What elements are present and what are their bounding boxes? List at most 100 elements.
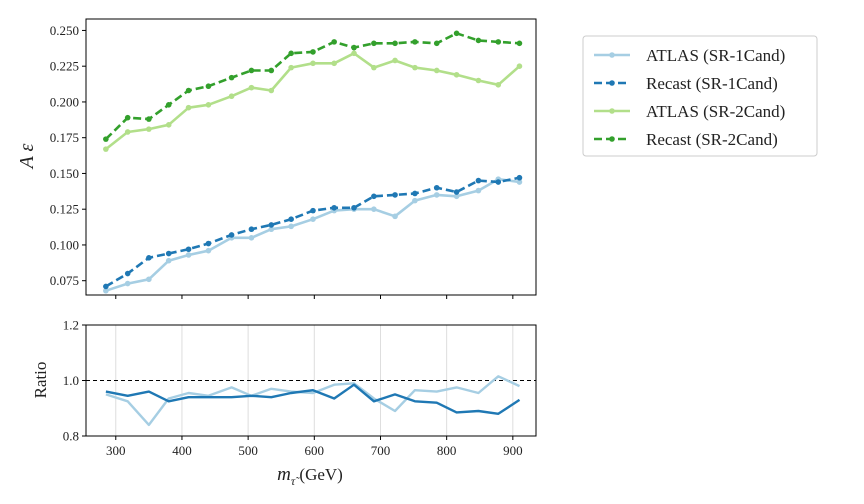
data-point [371, 206, 377, 212]
legend-label: Recast (SR-1Cand) [646, 74, 778, 93]
y-tick-label: 0.100 [50, 237, 79, 252]
x-tick-label: 600 [305, 443, 325, 458]
data-point [185, 252, 192, 258]
series-line-atlas-sr-2cand [105, 51, 521, 151]
data-point [495, 179, 502, 185]
data-point [124, 114, 131, 121]
axes-frame [85, 18, 537, 296]
data-point [185, 246, 192, 253]
legend-marker [609, 80, 615, 86]
data-point [412, 190, 418, 197]
data-point [268, 226, 275, 233]
data-point [433, 67, 440, 74]
data-point [516, 40, 523, 47]
data-point [288, 50, 294, 57]
data-point [124, 270, 131, 277]
data-point [351, 204, 357, 211]
data-point [205, 102, 212, 108]
legend-label: ATLAS (SR-2Cand) [646, 102, 785, 121]
main-ylabel: A ε [16, 144, 38, 171]
data-point [371, 40, 377, 47]
data-point [516, 174, 523, 181]
data-point [516, 179, 523, 185]
y-tick-label: 0.150 [50, 166, 79, 181]
legend-label: ATLAS (SR-1Cand) [646, 46, 785, 65]
data-point [103, 146, 109, 152]
data-point [331, 204, 337, 211]
data-point [146, 255, 152, 261]
data-point [146, 126, 152, 132]
xlabel: mτ̃ (GeV) [277, 464, 343, 488]
y-tick-label: 1.2 [63, 318, 79, 333]
ratio-panel: 300 400 500 600 700 800 900 0.8 1.0 1.2 [63, 318, 537, 458]
data-point [516, 63, 523, 69]
data-point [103, 283, 109, 290]
series-line-ratio-1 [105, 383, 521, 415]
x-tick-label: 300 [106, 443, 126, 458]
data-point [475, 37, 482, 44]
x-tick-label: 700 [371, 443, 391, 458]
data-point [288, 64, 294, 71]
y-tick-label: 0.075 [50, 273, 79, 288]
data-point [453, 30, 460, 37]
data-point [412, 197, 418, 204]
data-point [310, 60, 316, 67]
data-point [248, 84, 255, 91]
data-point [103, 287, 109, 294]
x-tick-label: 900 [503, 443, 523, 458]
data-point [310, 207, 316, 214]
x-tick-label: 400 [172, 443, 192, 458]
data-point [185, 87, 192, 94]
data-point [146, 276, 152, 283]
y-tick-label: 0.175 [50, 130, 79, 145]
data-point [228, 93, 235, 100]
data-point [228, 232, 235, 238]
x-tick-label: 800 [437, 443, 457, 458]
data-point [248, 226, 255, 233]
ratio-ylabel: Ratio [31, 362, 50, 399]
data-point [268, 222, 275, 228]
x-tick-label: 500 [238, 443, 258, 458]
data-point [371, 193, 377, 200]
data-point [392, 192, 398, 198]
data-point [453, 193, 460, 200]
data-point [248, 67, 255, 74]
data-point [475, 187, 482, 194]
data-point [165, 257, 172, 264]
legend: ATLAS (SR-1Cand) Recast (SR-1Cand) ATLAS (… [582, 35, 818, 157]
data-point [412, 64, 418, 71]
data-point [146, 116, 152, 122]
legend-marker [609, 136, 615, 142]
data-point [475, 177, 482, 184]
data-point [351, 50, 357, 57]
data-point [288, 216, 294, 223]
data-point [165, 102, 172, 108]
data-point [205, 247, 212, 254]
data-point [310, 49, 316, 55]
data-point [433, 192, 440, 198]
data-point [165, 122, 172, 128]
data-point [453, 71, 460, 78]
data-point [310, 216, 316, 223]
data-point [475, 77, 482, 84]
y-tick-label: 0.125 [50, 202, 79, 217]
legend-marker [609, 108, 615, 114]
data-point [268, 67, 275, 74]
data-point [433, 184, 440, 191]
data-point [412, 39, 418, 45]
legend-frame [582, 35, 818, 157]
y-tick-label: 0.250 [50, 23, 79, 38]
y-tick-label: 1.0 [63, 373, 79, 388]
data-point [453, 189, 460, 195]
data-point [165, 250, 172, 257]
main-panel: 0.075 0.100 0.125 0.150 0.175 0.200 0.225 0.250 [50, 18, 537, 299]
data-point [185, 104, 192, 111]
data-point [371, 64, 377, 71]
data-point [228, 74, 235, 81]
y-tick-label: 0.225 [50, 59, 79, 74]
data-point [103, 136, 109, 142]
data-point [331, 60, 337, 67]
data-point [392, 213, 398, 220]
legend-marker [609, 52, 615, 58]
